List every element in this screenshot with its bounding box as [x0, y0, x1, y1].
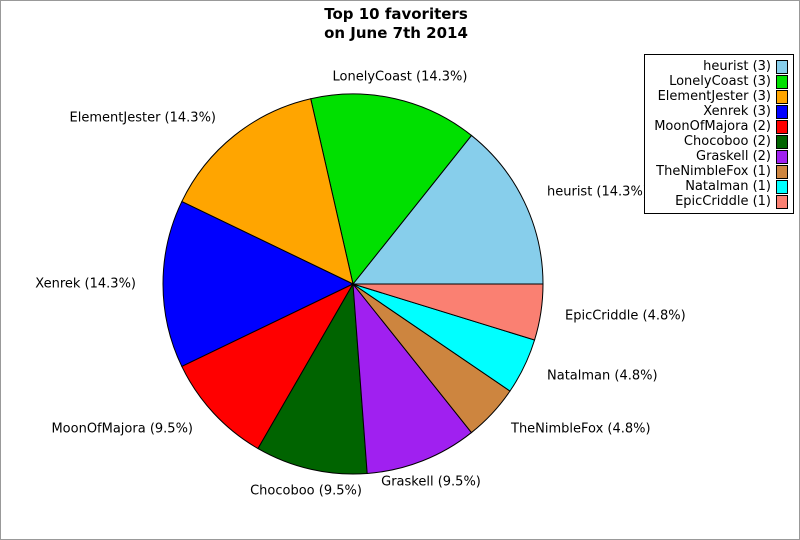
legend-item-LonelyCoast: LonelyCoast (3)	[645, 74, 793, 89]
legend-item-label: Xenrek (3)	[703, 104, 771, 119]
legend-item-TheNimbleFox: TheNimbleFox (1)	[645, 164, 793, 179]
slice-label-EpicCriddle: EpicCriddle (4.8%)	[565, 308, 686, 324]
legend-item-label: Graskell (2)	[696, 149, 771, 164]
chart-title-line2: on June 7th 2014	[324, 24, 468, 42]
slice-label-LonelyCoast: LonelyCoast (14.3%)	[332, 69, 468, 85]
legend-item-Chocoboo: Chocoboo (2)	[645, 134, 793, 149]
legend-item-label: TheNimbleFox (1)	[656, 164, 771, 179]
legend-item-label: heurist (3)	[703, 59, 771, 74]
legend-item-Graskell: Graskell (2)	[645, 149, 793, 164]
legend-item-Xenrek: Xenrek (3)	[645, 104, 793, 119]
pie-slice-LonelyCoast	[310, 93, 473, 286]
legend-item-label: MoonOfMajora (2)	[654, 119, 771, 134]
legend-color-swatch	[776, 119, 788, 134]
legend-color-swatch	[776, 179, 788, 194]
legend-item-label: Chocoboo (2)	[683, 134, 771, 149]
legend-item-Natalman: Natalman (1)	[645, 179, 793, 194]
legend-item-EpicCriddle: EpicCriddle (1)	[645, 194, 793, 209]
pie-slice-Graskell	[352, 282, 473, 475]
pie-slice-Chocoboo	[257, 282, 368, 475]
legend-color-swatch	[776, 74, 788, 89]
slice-label-heurist: heurist (14.3%)	[547, 184, 648, 200]
legend-item-label: Natalman (1)	[685, 179, 771, 194]
legend: heurist (3) LonelyCoast (3) ElementJester …	[644, 54, 794, 214]
slice-label-Chocoboo: Chocoboo (9.5%)	[250, 483, 362, 499]
legend-color-swatch	[776, 164, 788, 179]
legend-item-label: ElementJester (3)	[657, 89, 771, 104]
pie-slice-heurist	[351, 134, 544, 285]
legend-color-swatch	[776, 194, 788, 209]
legend-color-swatch	[776, 149, 788, 164]
legend-item-ElementJester: ElementJester (3)	[645, 89, 793, 104]
slice-label-Graskell: Graskell (9.5%)	[381, 474, 481, 490]
legend-item-heurist: heurist (3)	[645, 59, 793, 74]
pie-slice-MoonOfMajora	[181, 282, 355, 450]
chart-title: Top 10 favoriters on June 7th 2014	[1, 5, 791, 43]
slice-label-MoonOfMajora: MoonOfMajora (9.5%)	[51, 421, 193, 437]
legend-item-label: EpicCriddle (1)	[675, 194, 771, 209]
legend-color-swatch	[776, 59, 788, 74]
legend-item-MoonOfMajora: MoonOfMajora (2)	[645, 119, 793, 134]
legend-color-swatch	[776, 89, 788, 104]
pie-slice-ElementJester	[181, 98, 354, 285]
pie-slice-EpicCriddle	[352, 283, 544, 341]
slice-label-TheNimbleFox: TheNimbleFox (4.8%)	[511, 421, 651, 437]
pie-slice-Xenrek	[162, 200, 355, 368]
legend-color-swatch	[776, 104, 788, 119]
chart-title-line1: Top 10 favoriters	[324, 5, 468, 23]
slice-label-Natalman: Natalman (4.8%)	[547, 368, 658, 384]
slice-label-ElementJester: ElementJester (14.3%)	[69, 110, 216, 126]
legend-color-swatch	[776, 134, 788, 149]
legend-item-label: LonelyCoast (3)	[669, 74, 771, 89]
slice-label-Xenrek: Xenrek (14.3%)	[35, 276, 136, 292]
